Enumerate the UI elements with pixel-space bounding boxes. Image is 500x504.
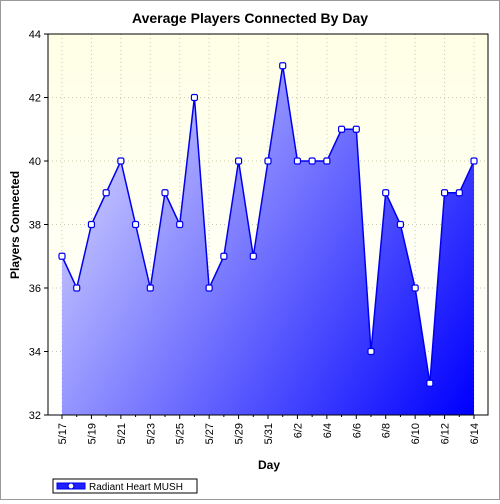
data-point-6/10 — [411, 284, 419, 292]
data-point-5/26 — [190, 93, 199, 102]
y-axis-ticks: 32 34 36 38 40 42 44 — [29, 29, 48, 422]
data-point-5/24 — [161, 189, 169, 197]
series-area — [62, 65, 474, 415]
legend-box — [52, 478, 198, 494]
legend-label: Radiant Heart MUSH — [89, 482, 183, 493]
data-point-6/13 — [455, 189, 463, 197]
x-tick-label: 5/31 — [263, 423, 275, 444]
x-tick-label: 5/17 — [57, 423, 69, 444]
x-tick-label: 6/10 — [410, 423, 422, 444]
x-tick-label: 5/21 — [116, 423, 128, 444]
data-point-6/12 — [440, 189, 449, 197]
data-point-6/9 — [396, 220, 405, 229]
data-point-5/19 — [87, 220, 96, 229]
x-tick-label: 5/27 — [204, 423, 216, 444]
y-axis-label: Players Connected — [8, 171, 22, 279]
data-point-6/14 — [470, 157, 478, 165]
chart-title: Average Players Connected By Day — [132, 10, 368, 26]
data-point-6/2 — [293, 157, 302, 165]
series-markers — [58, 62, 478, 387]
x-tick-label: 5/23 — [145, 423, 157, 444]
x-tick-label: 6/14 — [469, 423, 481, 444]
y-tick-label: 42 — [29, 93, 41, 105]
data-point-6/11 — [426, 379, 434, 387]
y-tick-label: 38 — [29, 220, 41, 232]
data-point-5/18 — [73, 284, 81, 292]
data-point-5/23 — [146, 284, 154, 292]
x-tick-label: 6/2 — [292, 423, 304, 438]
x-tick-label: 5/19 — [86, 423, 98, 444]
data-point-6/3 — [308, 157, 316, 165]
data-point-6/8 — [382, 189, 390, 197]
data-point-5/22 — [131, 220, 140, 229]
y-tick-label: 34 — [29, 347, 41, 359]
x-tick-label: 5/25 — [175, 423, 187, 444]
y-tick-label: 36 — [29, 283, 41, 295]
legend-marker — [67, 482, 75, 490]
data-point-6/4 — [323, 157, 331, 165]
y-tick-label: 40 — [29, 156, 41, 168]
legend: Radiant Heart MUSH — [52, 478, 198, 494]
x-axis-label: Day — [258, 458, 280, 472]
data-point-5/17 — [58, 252, 66, 260]
x-tick-label: 6/4 — [322, 423, 334, 438]
x-tick-label: 6/12 — [440, 423, 452, 444]
x-tick-label: 6/6 — [351, 423, 363, 438]
x-tick-label: 6/8 — [381, 423, 393, 438]
data-point-5/29 — [234, 157, 243, 165]
data-point-5/21 — [117, 157, 125, 165]
data-point-5/20 — [102, 189, 110, 197]
y-tick-label: 32 — [29, 410, 41, 422]
x-axis-ticks: 5/17 5/19 5/21 5/23 5/25 5/27 5/29 5/31 6/2 6/4 6/… — [57, 415, 481, 444]
data-point-6/6 — [352, 125, 360, 133]
data-point-6/1 — [279, 62, 287, 70]
data-point-5/28 — [220, 252, 228, 260]
data-point-5/31 — [264, 157, 272, 165]
y-tick-label: 44 — [29, 29, 41, 41]
data-point-5/27 — [205, 284, 213, 292]
data-point-5/25 — [176, 220, 184, 229]
data-point-5/30 — [249, 252, 257, 260]
data-point-6/7 — [367, 347, 375, 356]
x-tick-label: 5/29 — [234, 423, 246, 444]
data-point-6/5 — [337, 125, 346, 133]
